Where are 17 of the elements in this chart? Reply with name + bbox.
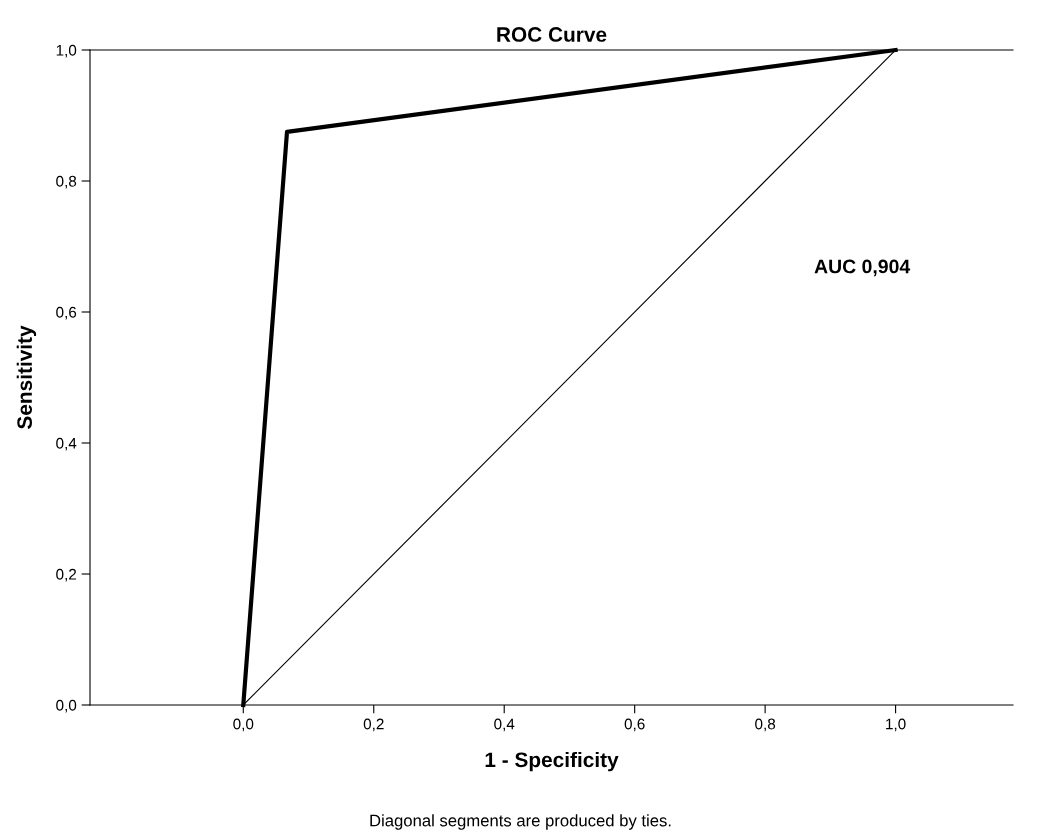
y-tick-label: 1,0 [56, 44, 77, 58]
y-tick-label: 0,4 [56, 437, 77, 451]
y-tick-label: 0,8 [56, 175, 77, 189]
x-tick-label: 0,8 [755, 718, 776, 732]
chart-title: ROC Curve [497, 27, 607, 42]
y-tick-label: 0,6 [56, 306, 77, 320]
y-tick-label: 0,2 [56, 568, 77, 582]
x-tick-label: 0,4 [494, 718, 515, 732]
x-tick-label: 0,2 [363, 718, 384, 732]
y-tick-label: 0,0 [56, 699, 77, 713]
annotation: AUC 0,904 [814, 259, 911, 277]
text: Diagonal segments are produced by ties. [370, 814, 671, 830]
x-tick-label: 0,0 [233, 718, 254, 732]
x-tick-label: 1,0 [886, 718, 906, 732]
y-axis-title: Sensitivity [16, 325, 37, 429]
x-axis-title: 1 - Specificity [485, 751, 619, 772]
x-tick-label: 0,6 [624, 718, 645, 732]
